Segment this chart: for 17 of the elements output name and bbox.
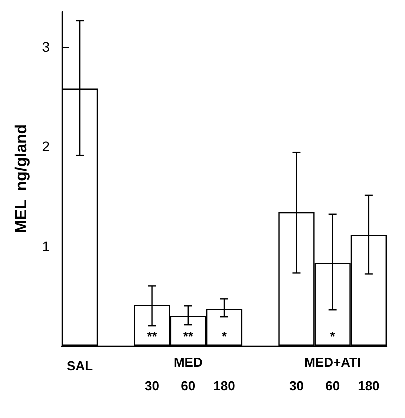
y-tick-label: 3: [42, 38, 50, 55]
y-tick-label: 2: [42, 138, 50, 155]
data-label: *: [330, 329, 336, 344]
text: MED: [174, 355, 203, 370]
data-label: **: [183, 329, 194, 344]
x-tick-label: 30: [289, 378, 304, 394]
y-axis-title: MEL ng/gland: [14, 124, 30, 234]
x-tick-label: 180: [358, 378, 380, 394]
x-tick-label: SAL: [67, 358, 94, 374]
data-label: *: [222, 329, 228, 344]
x-tick-label: 60: [326, 378, 340, 394]
x-tick-label: 30: [145, 378, 160, 394]
y-tick-label: 1: [42, 238, 50, 254]
x-tick-label: 60: [181, 378, 196, 394]
data-label: **: [147, 329, 158, 344]
text: MED+ATI: [304, 355, 362, 370]
x-tick-label: 180: [214, 378, 236, 394]
